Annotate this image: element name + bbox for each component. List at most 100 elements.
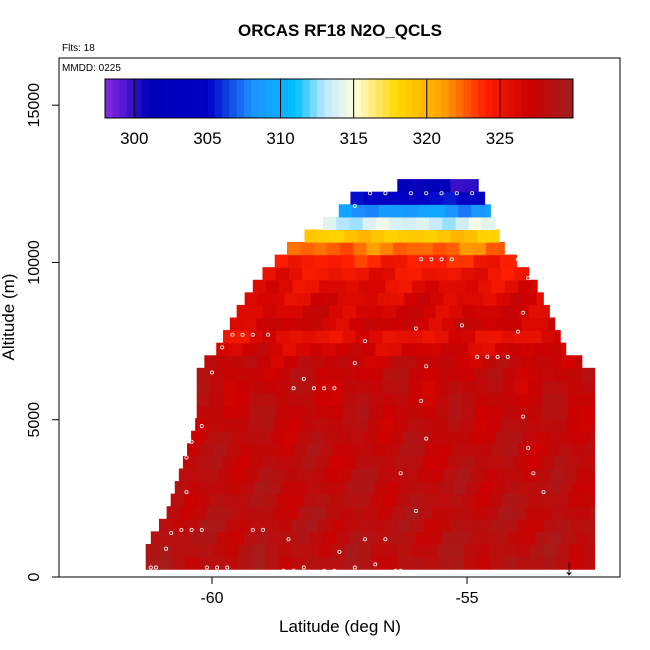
colorbar-tick-label: 315 [339,129,367,148]
heatmap-cell [323,430,338,444]
heatmap-cell [420,418,435,432]
heatmap-cell [556,518,571,532]
colorbar-swatch [419,79,428,118]
heatmap-cell [528,367,543,382]
heatmap-cell [332,443,347,457]
heatmap-cell [245,468,260,482]
sample-point [281,568,286,573]
sample-point [505,354,510,359]
heatmap-cell [454,342,469,356]
sample-point [526,446,531,451]
colorbar-swatch [258,79,267,118]
heatmap-cell [225,556,240,570]
colorbar-swatch [499,79,508,118]
heatmap-cell [545,443,559,457]
heatmap-cell [256,531,271,545]
heatmap-cell [506,481,521,495]
heatmap-cell [355,367,370,382]
heatmap-cell [419,242,434,256]
heatmap-cell [197,493,212,507]
heatmap-cell [318,543,332,558]
heatmap-cell [316,405,330,419]
sample-point [174,474,179,479]
heatmap-cell [203,531,218,545]
heatmap-cell [400,481,415,495]
heatmap-cell [287,418,302,432]
heatmap-cell [316,367,330,382]
heatmap-cell [389,531,404,545]
sample-point [398,568,403,573]
heatmap-cell [405,204,419,218]
heatmap-cell [448,455,462,470]
heatmap-cell [280,481,295,495]
heatmap-cell [302,392,317,407]
heatmap-cell [204,355,219,369]
colorbar-swatch [119,79,128,118]
heatmap-cell [265,556,279,570]
heatmap-cell [450,179,465,193]
heatmap-cell [304,518,319,532]
heatmap-cell [212,543,226,558]
sample-point [169,530,174,535]
heatmap-cell [389,430,404,444]
heatmap-cell [349,317,364,331]
heatmap-cell [415,342,430,356]
colorbar-tick-label: 300 [120,129,148,148]
heatmap-cell [336,430,351,444]
sample-point [505,228,510,233]
heatmap-cell [356,493,371,507]
heatmap-cell [310,292,325,306]
sample-point [383,537,388,542]
sample-point [413,508,418,513]
colorbar-swatch [243,79,252,118]
heatmap-cell [314,418,329,432]
heatmap-cell [217,531,231,545]
y-tick-label: 15000 [26,83,43,128]
heatmap-cell [303,493,318,507]
colorbar-swatch [368,79,377,118]
colorbar-swatch [148,79,157,118]
colorbar-swatch [565,79,574,118]
sample-point [230,332,235,337]
heatmap-cell [365,204,380,218]
heatmap-cell [490,556,505,570]
heatmap-cell [262,455,277,470]
chart-title: ORCAS RF18 N2O_QCLS [238,21,442,40]
heatmap-cell [249,330,264,344]
colorbar-swatch [543,79,552,118]
heatmap-cell [408,267,423,281]
heatmap-cell [424,518,439,532]
heatmap-cell [503,556,518,570]
heatmap-cell [368,455,383,470]
heatmap-cell [399,443,414,457]
sample-point [184,455,189,460]
heatmap-cell [483,292,498,306]
heatmap-cell [188,481,202,495]
heatmap-cell [369,367,383,382]
heatmap-cell [223,493,238,507]
heatmap-cell [548,317,556,331]
heatmap-cell [265,518,279,532]
heatmap-cell [212,518,226,532]
heatmap-cell [355,267,370,281]
heatmap-cell [450,518,465,532]
heatmap-cell [319,279,333,293]
heatmap-cell [177,531,192,545]
sample-point [332,568,337,573]
heatmap-cell [563,468,578,482]
heatmap-cell [354,254,369,268]
heatmap-cell [556,556,571,570]
heatmap-cell [465,443,480,457]
heatmap-cell [432,242,447,256]
heatmap-cell [457,468,472,482]
heatmap-cell [254,481,269,495]
heatmap-cell [488,330,503,344]
heatmap-cell [327,418,342,432]
heatmap-cell [382,493,397,507]
heatmap-cell [283,355,298,369]
heatmap-cell [408,380,423,394]
heatmap-cell [289,380,304,394]
sample-point [337,549,342,554]
heatmap-cell [475,405,490,419]
heatmap-cell [214,481,229,495]
